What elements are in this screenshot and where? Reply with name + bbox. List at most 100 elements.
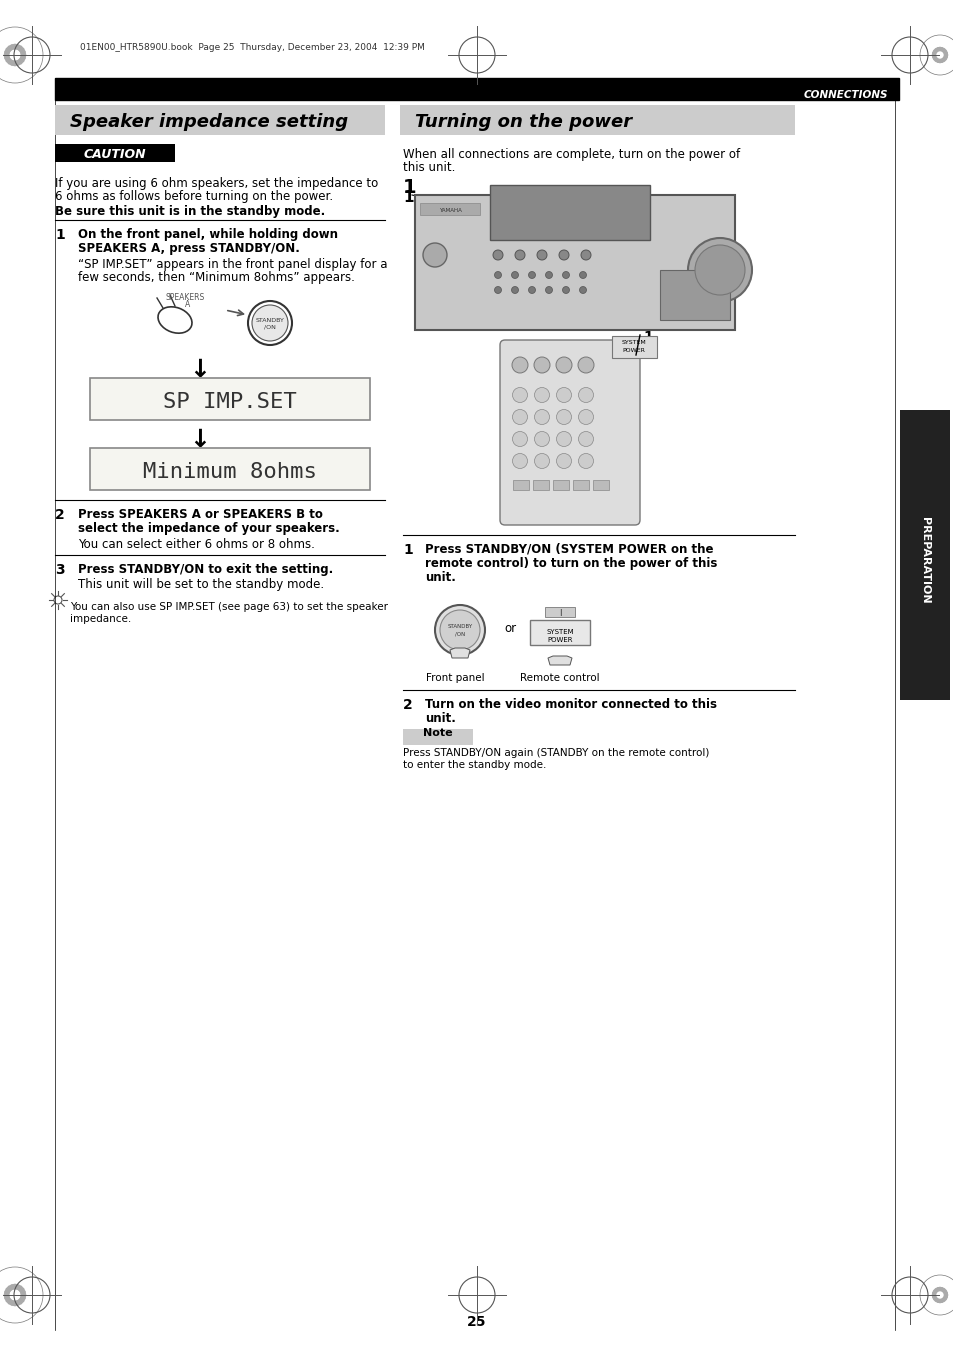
- Text: Minimum 8ohms: Minimum 8ohms: [143, 462, 316, 482]
- Circle shape: [934, 1289, 937, 1292]
- Circle shape: [21, 1293, 26, 1297]
- Text: 1: 1: [642, 330, 652, 345]
- Text: SP IMP.SET: SP IMP.SET: [163, 392, 296, 412]
- Circle shape: [943, 55, 946, 58]
- Circle shape: [578, 286, 586, 293]
- Circle shape: [556, 357, 572, 373]
- Text: /ON: /ON: [455, 631, 465, 636]
- Circle shape: [21, 50, 25, 54]
- Circle shape: [556, 409, 571, 424]
- Circle shape: [931, 54, 935, 57]
- Circle shape: [19, 58, 24, 62]
- Text: CONNECTIONS: CONNECTIONS: [802, 91, 887, 100]
- Text: 3: 3: [55, 563, 65, 577]
- FancyBboxPatch shape: [402, 730, 473, 744]
- Text: Remote control: Remote control: [519, 673, 599, 684]
- Circle shape: [8, 1286, 12, 1290]
- Circle shape: [534, 454, 549, 469]
- Text: YAMAHA: YAMAHA: [438, 208, 461, 212]
- Circle shape: [12, 1285, 17, 1289]
- Circle shape: [545, 286, 552, 293]
- Text: This unit will be set to the standby mode.: This unit will be set to the standby mod…: [78, 578, 324, 590]
- Circle shape: [537, 250, 546, 259]
- Circle shape: [936, 1288, 939, 1292]
- Circle shape: [933, 57, 936, 61]
- Text: A: A: [185, 300, 191, 309]
- Text: On the front panel, while holding down: On the front panel, while holding down: [78, 228, 337, 240]
- Circle shape: [940, 1300, 943, 1302]
- Circle shape: [5, 55, 10, 59]
- Circle shape: [943, 1293, 946, 1297]
- Circle shape: [21, 1296, 25, 1300]
- Circle shape: [19, 47, 24, 53]
- Circle shape: [943, 57, 945, 61]
- Circle shape: [932, 1292, 935, 1294]
- Circle shape: [556, 431, 571, 446]
- Bar: [659, 270, 729, 320]
- Circle shape: [10, 45, 14, 49]
- Circle shape: [578, 409, 593, 424]
- Text: Turn on the video monitor connected to this: Turn on the video monitor connected to t…: [424, 698, 717, 711]
- Text: impedance.: impedance.: [70, 613, 132, 624]
- Circle shape: [534, 431, 549, 446]
- Circle shape: [556, 454, 571, 469]
- Text: If you are using 6 ohm speakers, set the impedance to: If you are using 6 ohm speakers, set the…: [55, 177, 377, 190]
- Circle shape: [934, 49, 937, 51]
- Bar: [593, 480, 608, 490]
- Circle shape: [941, 1298, 944, 1301]
- Text: POWER: POWER: [547, 638, 572, 643]
- Circle shape: [936, 1300, 939, 1302]
- Circle shape: [943, 51, 946, 55]
- Circle shape: [512, 357, 527, 373]
- Circle shape: [933, 1297, 936, 1300]
- Text: /ON: /ON: [264, 324, 275, 330]
- Circle shape: [10, 1285, 14, 1289]
- Bar: [533, 480, 548, 490]
- Circle shape: [512, 409, 527, 424]
- Circle shape: [940, 1288, 943, 1292]
- Circle shape: [578, 388, 593, 403]
- Circle shape: [941, 49, 944, 51]
- FancyBboxPatch shape: [399, 105, 794, 135]
- Circle shape: [515, 250, 524, 259]
- Circle shape: [934, 1298, 937, 1301]
- Circle shape: [558, 250, 568, 259]
- Circle shape: [18, 46, 22, 50]
- Circle shape: [512, 454, 527, 469]
- Text: Front panel: Front panel: [425, 673, 484, 684]
- Circle shape: [12, 61, 17, 66]
- Circle shape: [933, 1290, 936, 1293]
- Circle shape: [21, 55, 25, 59]
- Text: 01EN00_HTR5890U.book  Page 25  Thursday, December 23, 2004  12:39 PM: 01EN00_HTR5890U.book Page 25 Thursday, D…: [80, 43, 424, 53]
- Text: STANDBY: STANDBY: [255, 317, 284, 323]
- Text: 1: 1: [402, 190, 413, 205]
- Text: Speaker impedance setting: Speaker impedance setting: [70, 113, 348, 131]
- Circle shape: [938, 1300, 941, 1302]
- Text: Note: Note: [423, 728, 453, 738]
- Circle shape: [512, 388, 527, 403]
- Circle shape: [940, 59, 943, 62]
- Circle shape: [936, 59, 939, 62]
- Circle shape: [8, 46, 12, 50]
- Text: Be sure this unit is in the standby mode.: Be sure this unit is in the standby mode…: [55, 205, 325, 218]
- Circle shape: [932, 55, 935, 58]
- Circle shape: [18, 59, 22, 63]
- Circle shape: [941, 1289, 944, 1292]
- FancyBboxPatch shape: [499, 340, 639, 526]
- Bar: [419, 203, 479, 215]
- Circle shape: [494, 272, 501, 278]
- Circle shape: [6, 1288, 10, 1293]
- Text: this unit.: this unit.: [402, 161, 455, 174]
- Circle shape: [19, 1298, 24, 1302]
- Text: unit.: unit.: [424, 571, 456, 584]
- Circle shape: [15, 1301, 20, 1305]
- Text: remote control) to turn on the power of this: remote control) to turn on the power of …: [424, 557, 717, 570]
- Circle shape: [938, 47, 941, 50]
- Circle shape: [938, 1288, 941, 1290]
- Text: 1: 1: [402, 178, 416, 197]
- Circle shape: [933, 50, 936, 53]
- Circle shape: [19, 1288, 24, 1293]
- Text: ↓: ↓: [190, 358, 211, 382]
- Circle shape: [534, 409, 549, 424]
- Text: few seconds, then “Minimum 8ohms” appears.: few seconds, then “Minimum 8ohms” appear…: [78, 272, 355, 284]
